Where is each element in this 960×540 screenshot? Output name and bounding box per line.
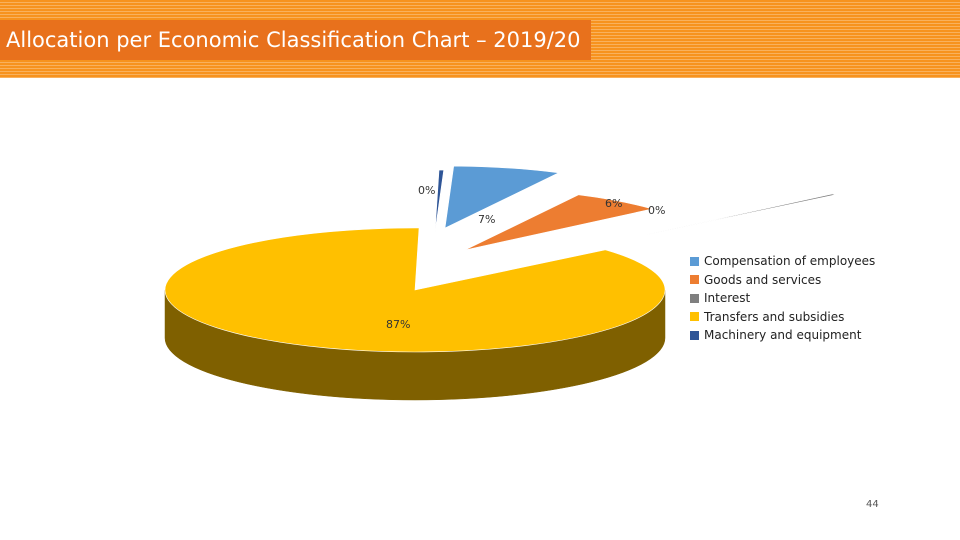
legend-label-3: Transfers and subsidies [704,309,845,324]
pie-slice-0 [444,165,560,229]
legend-label-1: Goods and services [704,272,822,287]
data-label-0: 7% [478,213,495,226]
legend-item-2: Interest [690,289,875,308]
data-label-2: 0% [648,204,665,217]
data-label-3: 87% [386,318,410,331]
pie-slice-4 [434,169,445,233]
pie-slice-3 [164,227,666,353]
legend-item-1: Goods and services [690,271,875,290]
data-label-1: 6% [605,197,622,210]
legend-label-4: Machinery and equipment [704,328,862,343]
legend-item-0: Compensation of employees [690,252,875,271]
legend-swatch-2 [690,293,699,303]
chart-legend: Compensation of employees Goods and servi… [690,252,875,345]
pie-slice-2 [644,193,836,236]
legend-label-2: Interest [704,291,751,306]
legend-item-3: Transfers and subsidies [690,308,875,327]
pie-slice-1 [464,194,653,251]
legend-swatch-0 [690,256,699,266]
page-number: 44 [866,499,879,510]
legend-swatch-4 [690,330,699,340]
legend-label-0: Compensation of employees [704,254,876,269]
legend-swatch-3 [690,312,699,322]
slide-title: Allocation per Economic Classification C… [6,28,581,52]
title-box: Allocation per Economic Classification C… [0,20,591,60]
data-label-4: 0% [418,184,435,197]
legend-swatch-1 [690,275,699,285]
legend-item-4: Machinery and equipment [690,326,875,345]
